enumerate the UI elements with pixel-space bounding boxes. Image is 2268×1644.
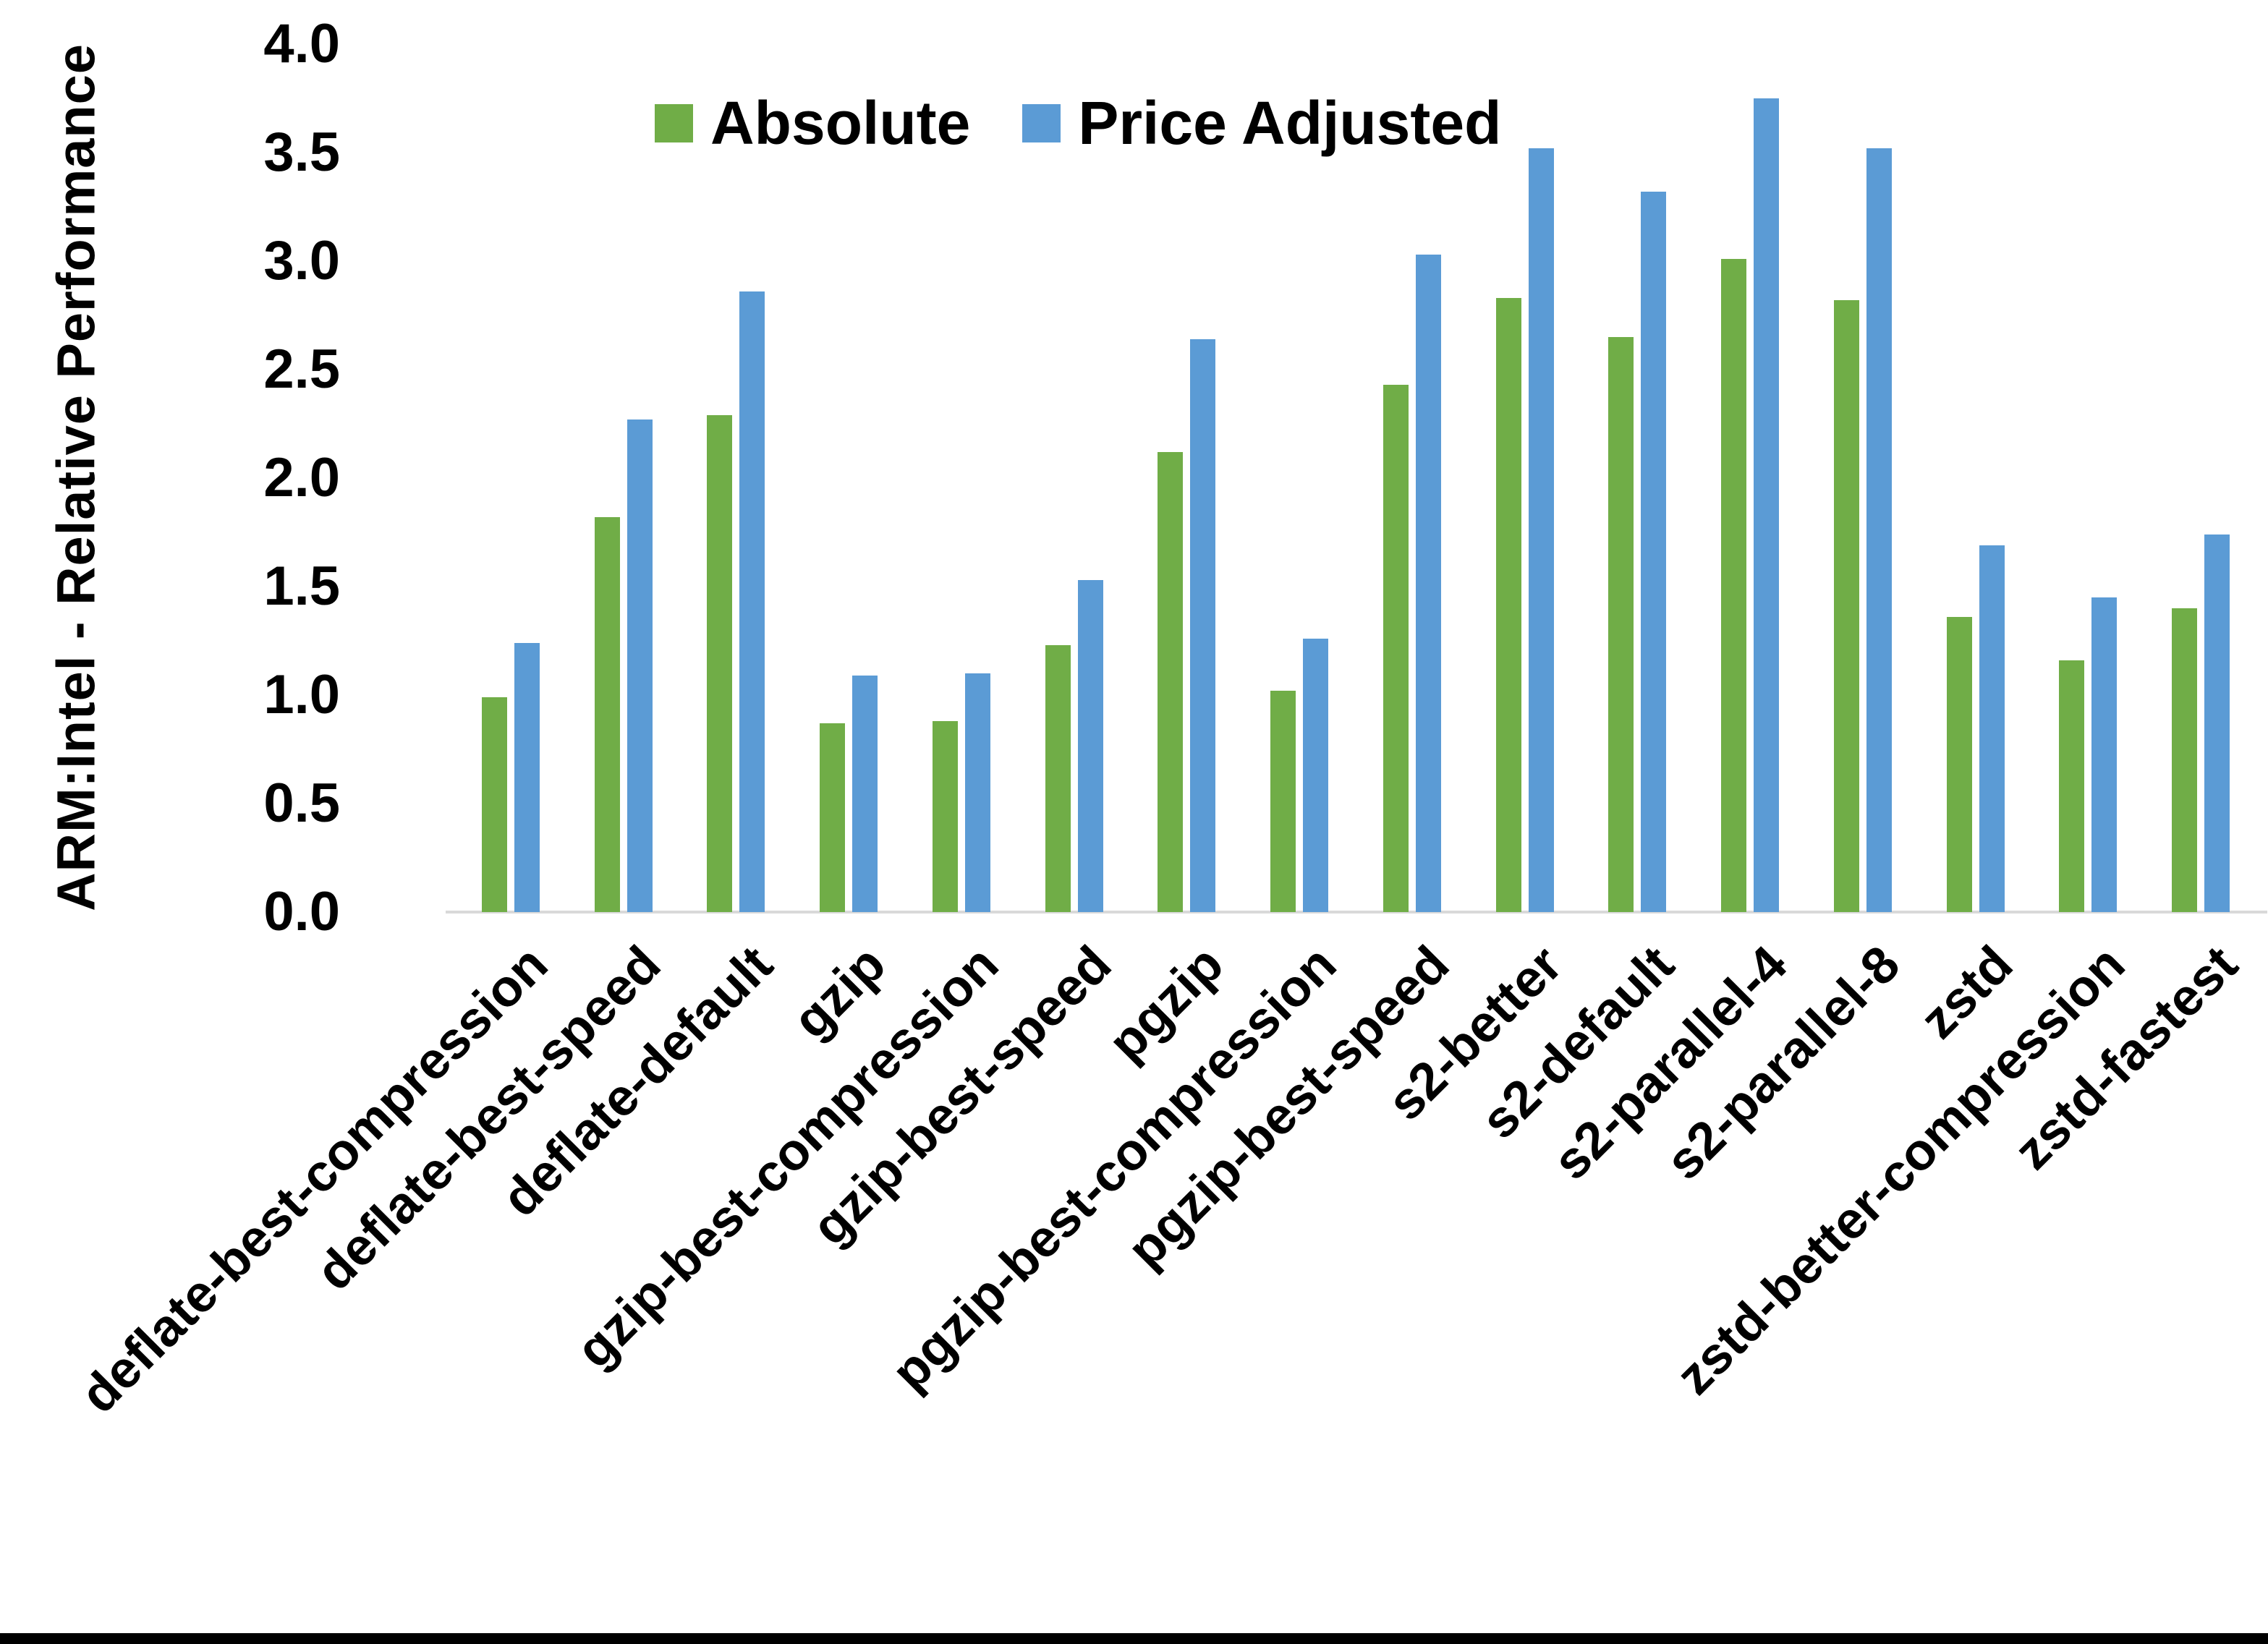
x-axis-line (446, 911, 2267, 913)
bar-price-adjusted-s2-parallel-4 (1754, 98, 1780, 912)
bar-absolute-zstd (1946, 617, 1972, 912)
bar-price-adjusted-gzip-best-speed (1077, 580, 1103, 912)
bar-absolute-s2-default (1608, 337, 1634, 912)
bar-price-adjusted-s2-default (1641, 192, 1667, 912)
bar-price-adjusted-pgzip-best-speed (1415, 255, 1441, 912)
y-tick-label: 3.5 (263, 122, 340, 183)
y-tick-label: 2.5 (263, 338, 340, 400)
y-tick-label: 0.0 (263, 881, 340, 942)
bar-price-adjusted-s2-better (1528, 148, 1554, 912)
bar-absolute-gzip (820, 723, 846, 912)
bottom-border-bar (0, 1633, 2268, 1644)
bar-absolute-zstd-better-compression (2059, 660, 2085, 912)
bar-absolute-s2-better (1495, 298, 1521, 912)
bar-absolute-deflate-best-speed (594, 517, 620, 912)
y-tick-label: 2.0 (263, 447, 340, 508)
legend-swatch-absolute (655, 103, 693, 142)
bar-price-adjusted-deflate-default (739, 291, 765, 912)
bar-absolute-pgzip-best-compression (1270, 691, 1296, 912)
legend: Absolute Price Adjusted (655, 93, 1501, 153)
y-tick-label: 1.0 (263, 664, 340, 725)
bar-price-adjusted-gzip (852, 676, 878, 912)
legend-item-absolute: Absolute (655, 93, 970, 153)
plot-area (446, 44, 2267, 913)
bar-price-adjusted-s2-parallel-8 (1866, 148, 1892, 912)
bar-price-adjusted-pgzip-best-compression (1303, 639, 1329, 912)
bar-absolute-deflate-default (707, 415, 733, 912)
bar-price-adjusted-deflate-best-speed (627, 419, 653, 912)
bar-price-adjusted-zstd-better-compression (2091, 597, 2118, 912)
bar-price-adjusted-gzip-best-compression (964, 673, 990, 912)
bar-absolute-deflate-best-compression (481, 697, 507, 912)
x-category-label-deflate-best-compression: deflate-best-compression (69, 934, 559, 1425)
bar-absolute-pgzip-best-speed (1383, 385, 1409, 912)
bar-absolute-s2-parallel-4 (1721, 259, 1747, 912)
bar-price-adjusted-zstd-fastest (2204, 534, 2230, 912)
legend-label-price-adjusted: Price Adjusted (1078, 89, 1502, 157)
legend-swatch-price-adjusted (1022, 103, 1061, 142)
bar-absolute-s2-parallel-8 (1833, 300, 1859, 912)
y-tick-label: 1.5 (263, 555, 340, 617)
bar-absolute-gzip-best-compression (932, 721, 958, 912)
y-tick-label: 3.0 (263, 230, 340, 291)
legend-label-absolute: Absolute (710, 89, 971, 157)
y-tick-label: 4.0 (263, 13, 340, 74)
y-tick-label: 0.5 (263, 772, 340, 834)
bar-price-adjusted-zstd (1979, 545, 2005, 912)
bar-absolute-zstd-fastest (2172, 608, 2198, 912)
bar-absolute-pgzip (1158, 452, 1184, 912)
bar-price-adjusted-deflate-best-compression (514, 643, 540, 912)
legend-item-price-adjusted: Price Adjusted (1022, 93, 1501, 153)
bar-absolute-gzip-best-speed (1045, 645, 1071, 912)
bar-price-adjusted-pgzip (1190, 339, 1216, 912)
